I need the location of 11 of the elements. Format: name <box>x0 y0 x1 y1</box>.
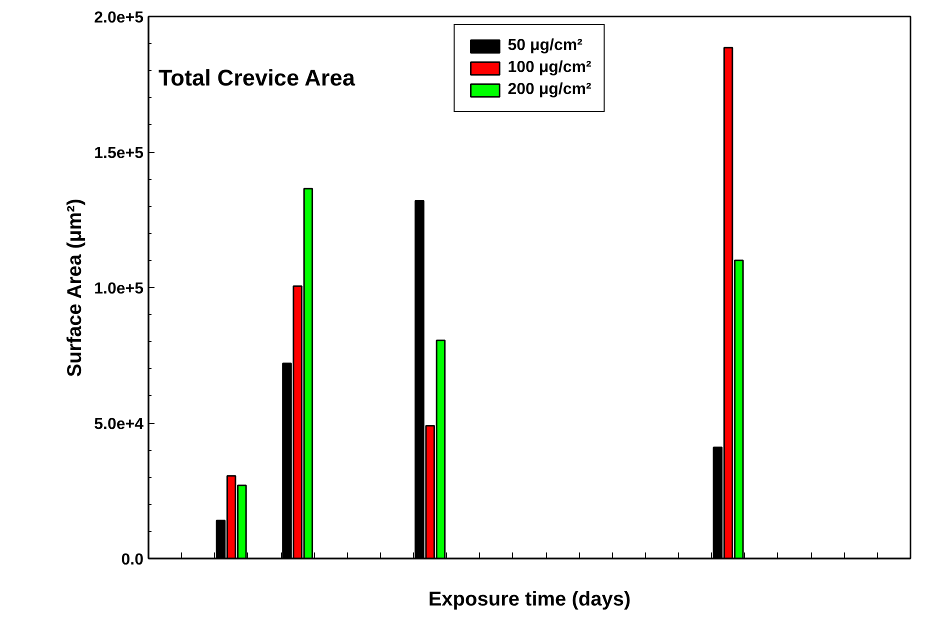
x-axis-title: Exposure time (days) <box>428 588 631 610</box>
y-tick-label: 2.0e+5 <box>94 10 144 26</box>
legend-label: 200 μg/cm² <box>508 81 592 99</box>
y-tick-label: 5.0e+4 <box>94 416 144 433</box>
text: Total Crevice Area <box>158 64 356 90</box>
y-tick-label: 1.5e+5 <box>94 145 144 162</box>
y-tick-label: 1.0e+5 <box>94 280 144 298</box>
legend-label: 50 μg/cm² <box>508 37 582 55</box>
y-axis-title: Surface Area (μm²) <box>64 198 86 377</box>
y-tick-label: 0.0 <box>121 552 144 568</box>
legend-label: 100 μg/cm² <box>508 59 592 77</box>
